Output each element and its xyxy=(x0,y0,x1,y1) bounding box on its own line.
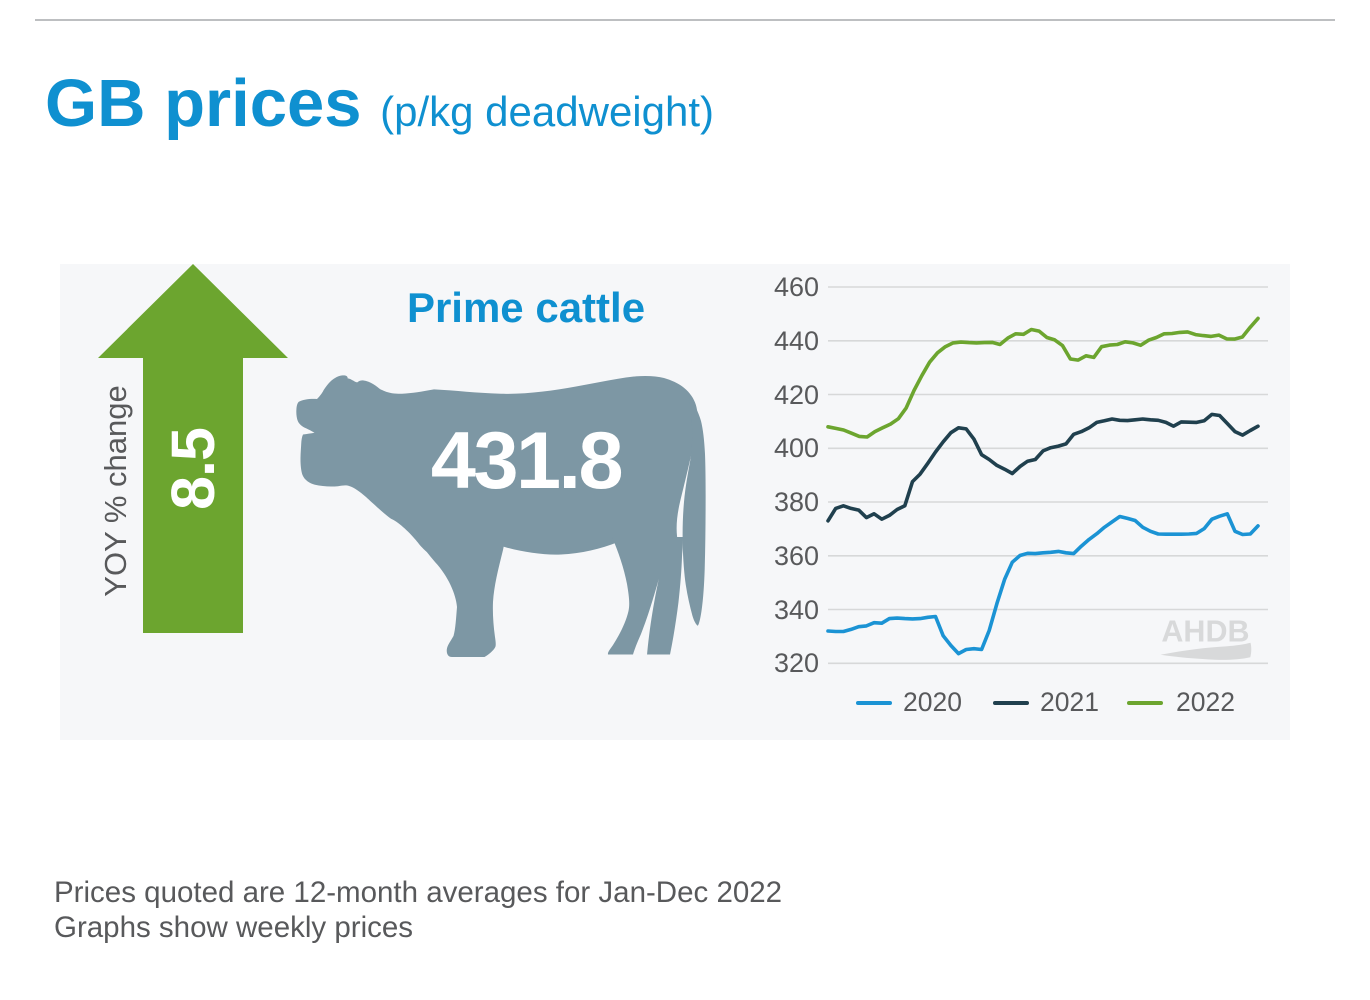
svg-text:AHDB: AHDB xyxy=(1161,615,1249,649)
